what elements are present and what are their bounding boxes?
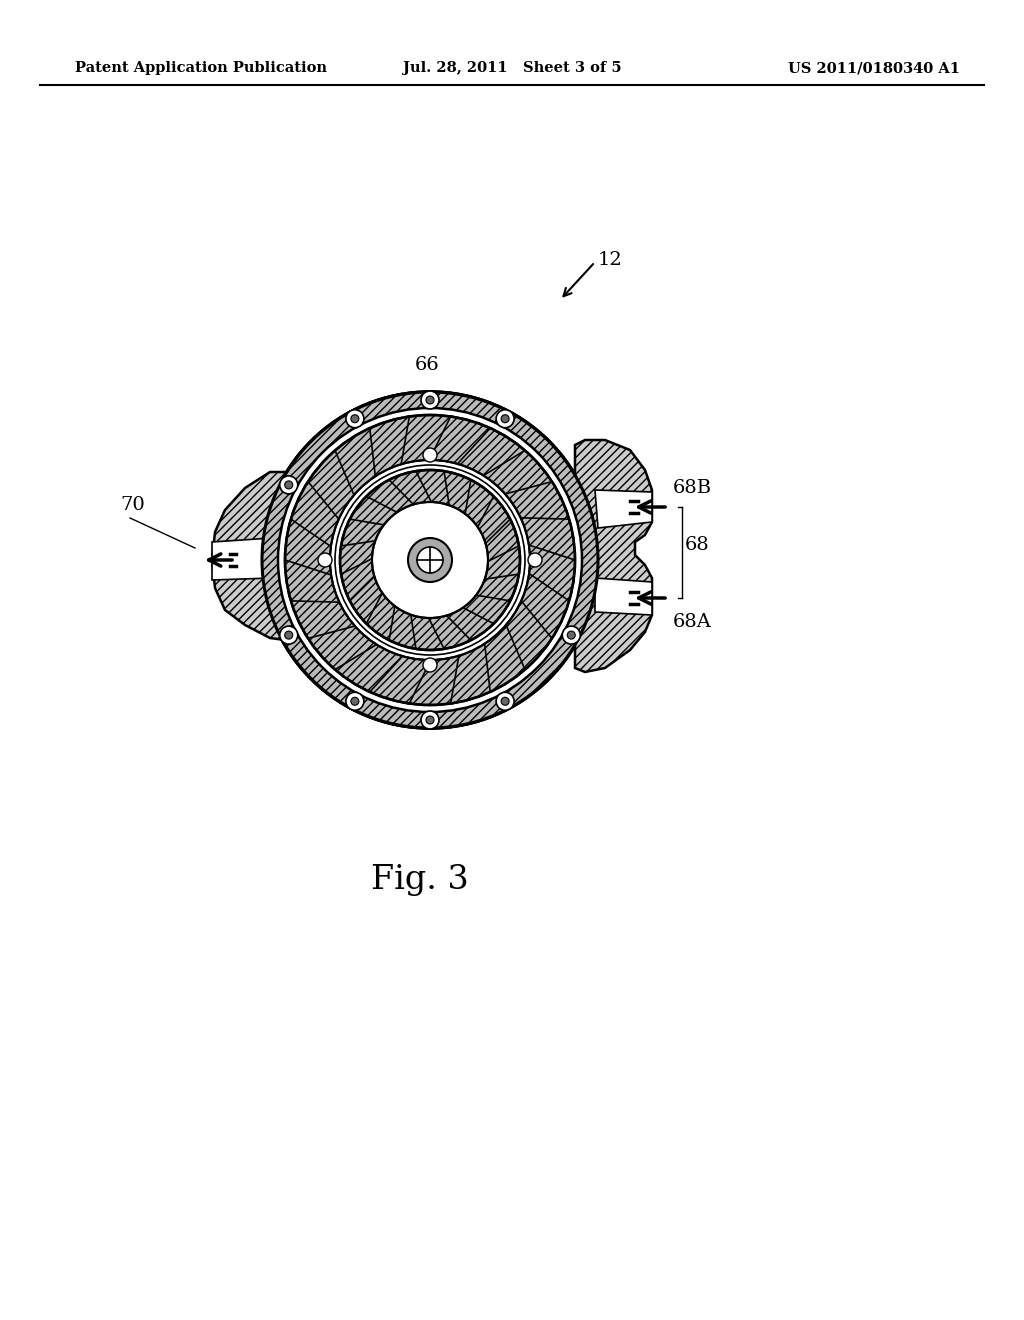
Ellipse shape xyxy=(408,539,452,582)
Ellipse shape xyxy=(335,465,525,655)
Ellipse shape xyxy=(285,414,575,705)
Text: 68A: 68A xyxy=(673,612,712,631)
Ellipse shape xyxy=(421,391,439,409)
Text: 66: 66 xyxy=(415,356,439,374)
Text: 70: 70 xyxy=(120,496,144,513)
Text: 68B: 68B xyxy=(673,479,712,498)
Polygon shape xyxy=(595,578,652,615)
Ellipse shape xyxy=(423,447,437,462)
Ellipse shape xyxy=(501,414,509,422)
Ellipse shape xyxy=(496,692,514,710)
Polygon shape xyxy=(575,440,652,672)
Polygon shape xyxy=(212,539,272,579)
Ellipse shape xyxy=(280,626,298,644)
Ellipse shape xyxy=(426,396,434,404)
Ellipse shape xyxy=(421,711,439,729)
Ellipse shape xyxy=(528,553,542,568)
Ellipse shape xyxy=(501,697,509,705)
Text: 12: 12 xyxy=(598,251,623,269)
Polygon shape xyxy=(212,473,285,640)
Ellipse shape xyxy=(280,477,298,494)
Ellipse shape xyxy=(562,626,581,644)
Ellipse shape xyxy=(351,697,358,705)
Ellipse shape xyxy=(417,546,443,573)
Text: Patent Application Publication: Patent Application Publication xyxy=(75,61,327,75)
Ellipse shape xyxy=(278,408,582,711)
Ellipse shape xyxy=(285,480,293,488)
Ellipse shape xyxy=(346,409,364,428)
Text: Fig. 3: Fig. 3 xyxy=(371,865,469,896)
Ellipse shape xyxy=(351,414,358,422)
Ellipse shape xyxy=(426,715,434,723)
Ellipse shape xyxy=(262,392,598,729)
Ellipse shape xyxy=(567,631,575,639)
Ellipse shape xyxy=(330,459,530,660)
Ellipse shape xyxy=(262,392,598,729)
Text: Jul. 28, 2011   Sheet 3 of 5: Jul. 28, 2011 Sheet 3 of 5 xyxy=(402,61,622,75)
Ellipse shape xyxy=(372,502,488,618)
Ellipse shape xyxy=(318,553,332,568)
Ellipse shape xyxy=(346,692,364,710)
Text: 68: 68 xyxy=(685,536,710,554)
Text: US 2011/0180340 A1: US 2011/0180340 A1 xyxy=(788,61,961,75)
Ellipse shape xyxy=(278,408,582,711)
Ellipse shape xyxy=(423,657,437,672)
Ellipse shape xyxy=(285,631,293,639)
Ellipse shape xyxy=(340,470,520,649)
Ellipse shape xyxy=(496,409,514,428)
Polygon shape xyxy=(595,490,652,528)
